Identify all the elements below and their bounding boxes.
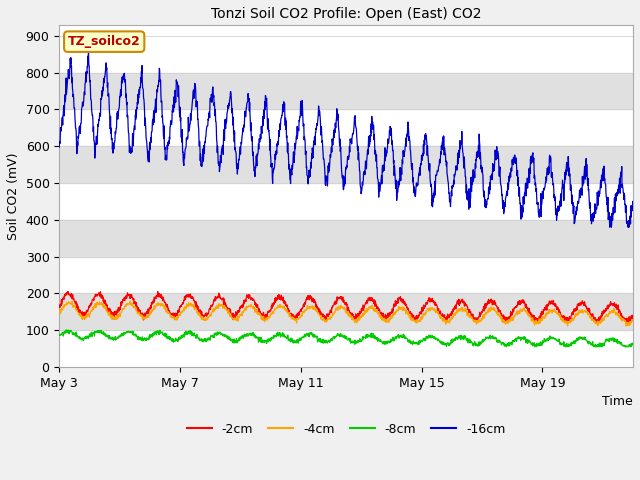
X-axis label: Time: Time <box>602 395 633 408</box>
Title: Tonzi Soil CO2 Profile: Open (East) CO2: Tonzi Soil CO2 Profile: Open (East) CO2 <box>211 7 481 21</box>
Legend: -2cm, -4cm, -8cm, -16cm: -2cm, -4cm, -8cm, -16cm <box>182 418 511 441</box>
Text: TZ_soilco2: TZ_soilco2 <box>68 35 141 48</box>
Bar <box>60 146 633 183</box>
Y-axis label: Soil CO2 (mV): Soil CO2 (mV) <box>7 152 20 240</box>
Bar <box>60 220 633 257</box>
Bar <box>60 293 633 330</box>
Bar <box>60 72 633 109</box>
